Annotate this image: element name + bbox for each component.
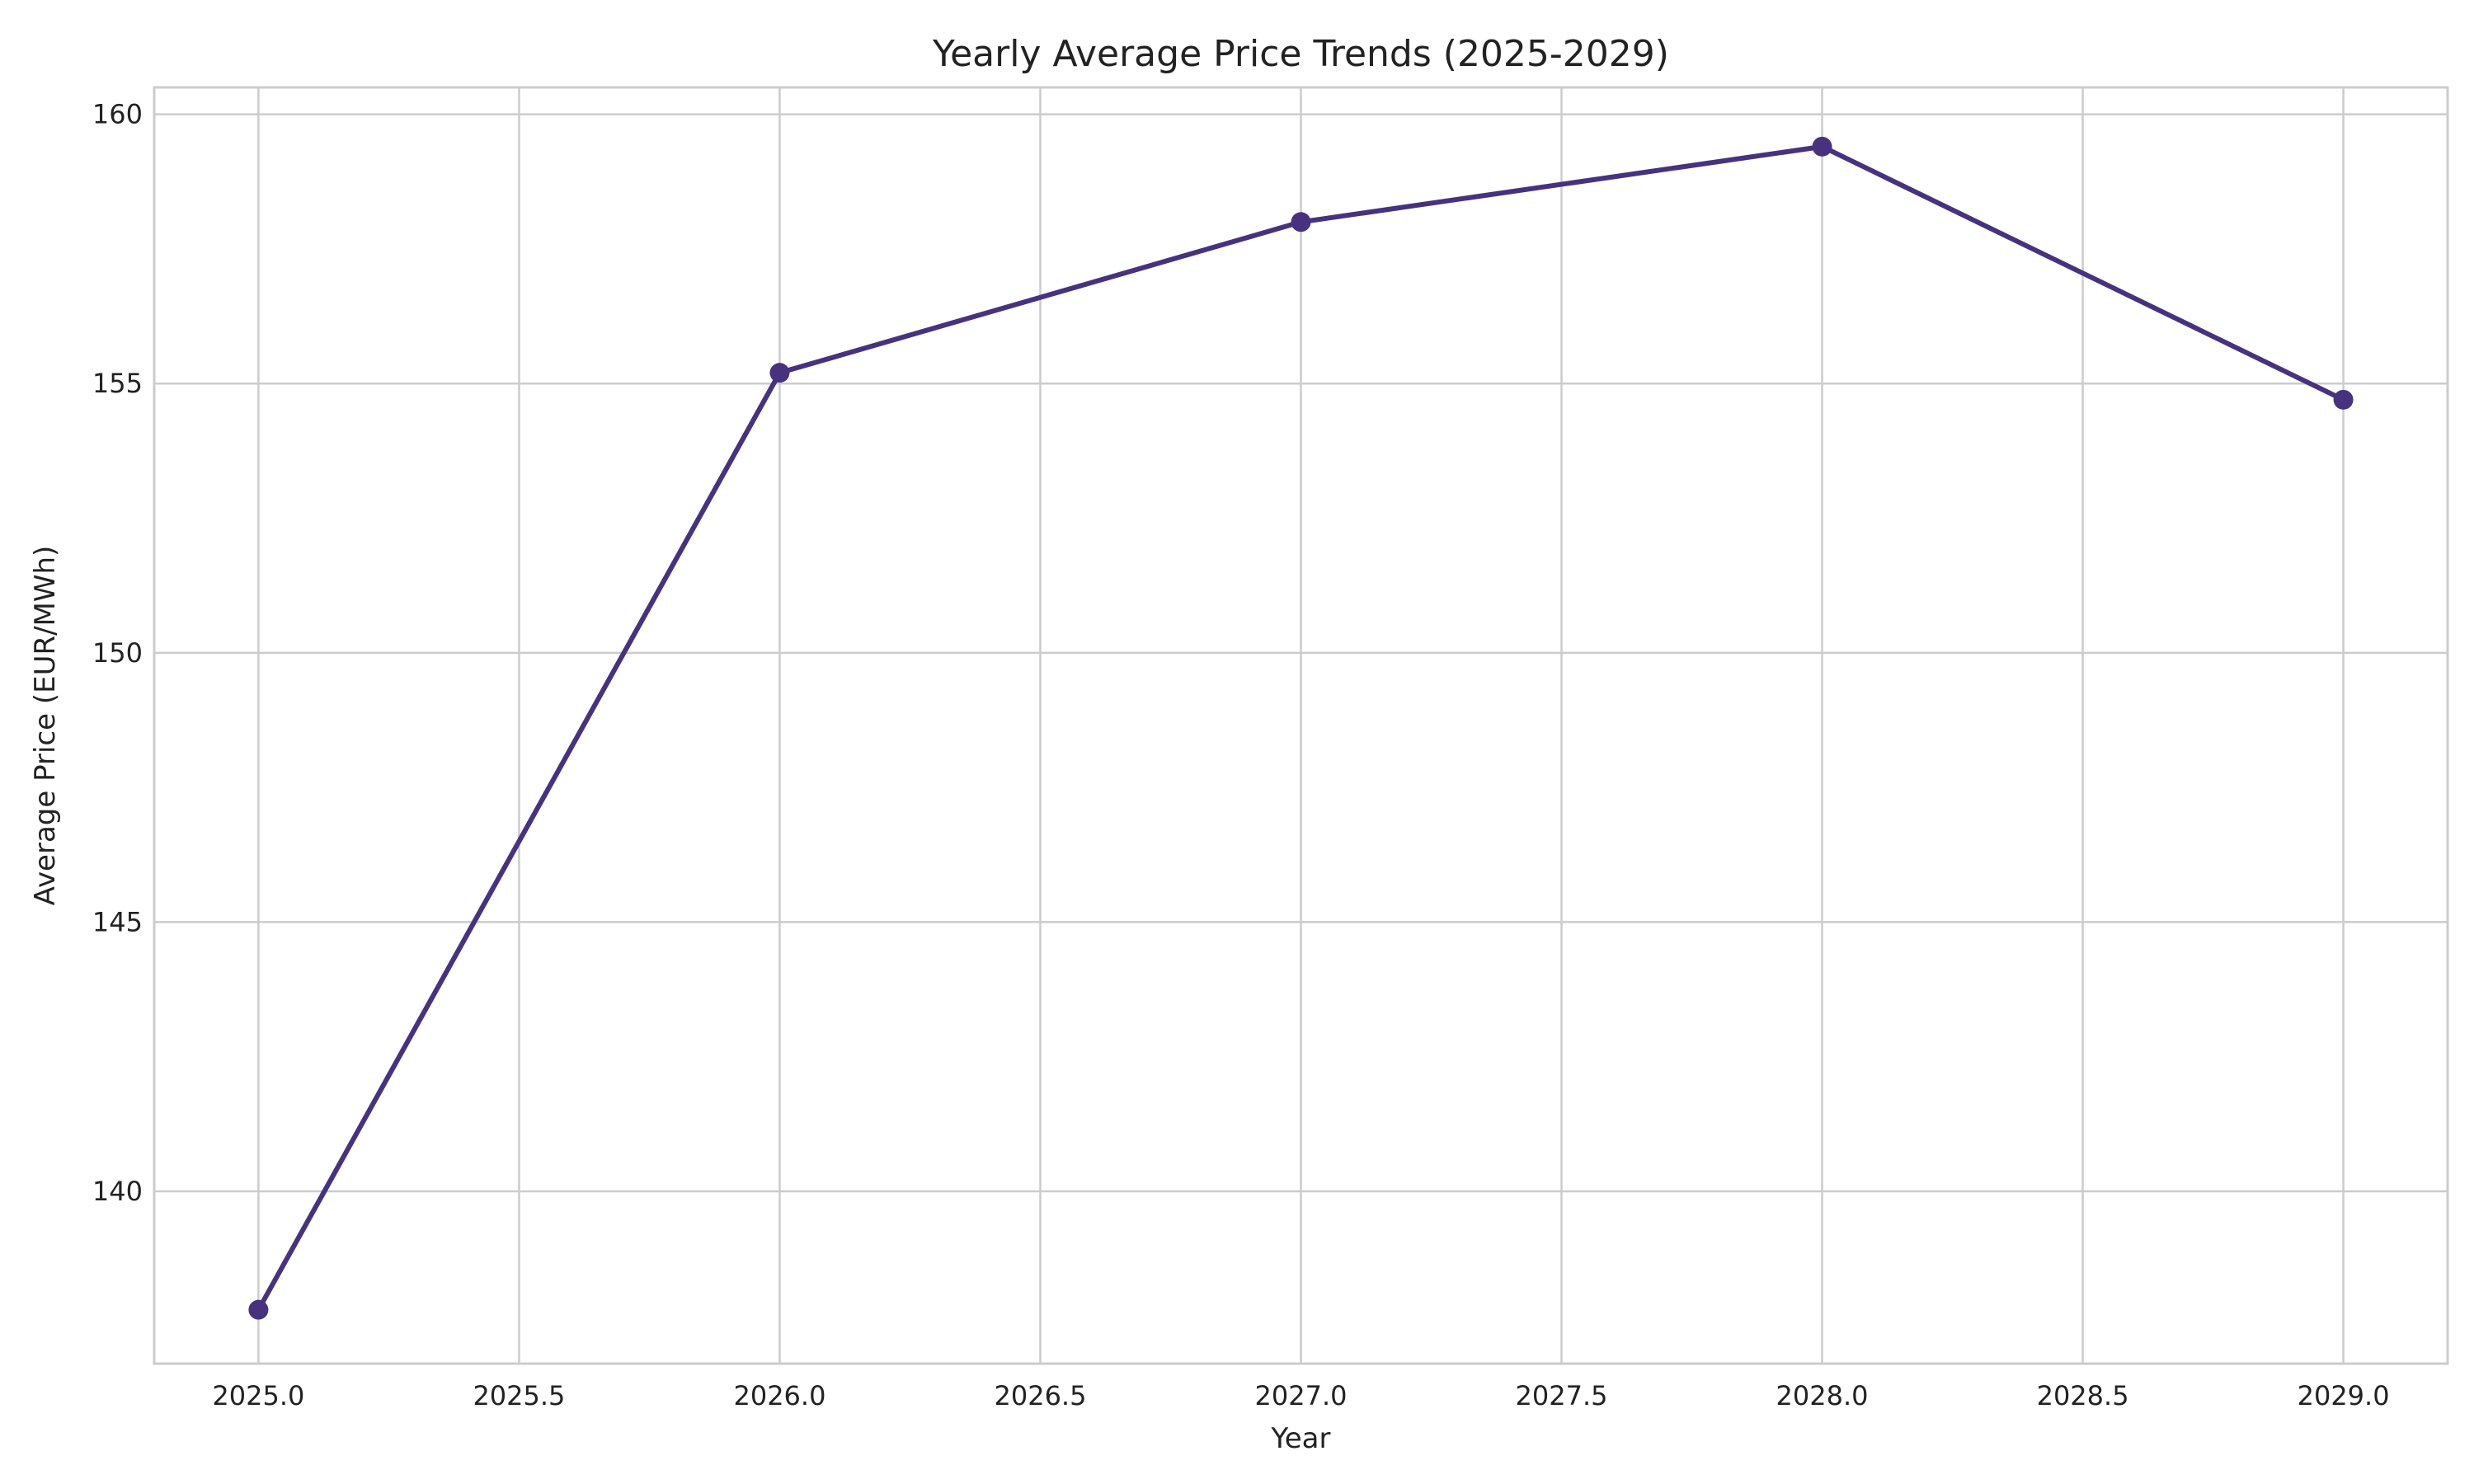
x-axis-label: Year bbox=[1271, 1422, 1331, 1455]
y-tick-label: 140 bbox=[92, 1176, 143, 1207]
x-tick-label: 2027.0 bbox=[1255, 1380, 1348, 1411]
data-point bbox=[1812, 136, 1832, 157]
data-point bbox=[2333, 389, 2354, 410]
plot-frame bbox=[153, 86, 2449, 1365]
x-tick-label: 2026.0 bbox=[733, 1380, 825, 1411]
x-tick-label: 2025.5 bbox=[473, 1380, 565, 1411]
chart-title: Yearly Average Price Trends (2025-2029) bbox=[932, 33, 1669, 75]
x-tick-label: 2028.0 bbox=[1776, 1380, 1869, 1411]
x-tick-label: 2026.5 bbox=[994, 1380, 1086, 1411]
x-tick-label: 2029.0 bbox=[2298, 1380, 2390, 1411]
tick-labels: 2025.0 2025.5 2026.0 2026.5 2027.0 2027.5 2028… bbox=[92, 99, 2390, 1411]
data-point bbox=[248, 1299, 269, 1320]
y-tick-label: 160 bbox=[92, 99, 143, 130]
data-point bbox=[1291, 212, 1311, 232]
grid bbox=[154, 87, 2448, 1364]
data-point bbox=[769, 363, 790, 383]
y-tick-label: 145 bbox=[92, 906, 143, 937]
y-tick-label: 155 bbox=[92, 368, 143, 399]
x-tick-label: 2028.5 bbox=[2037, 1380, 2129, 1411]
x-tick-label: 2025.0 bbox=[212, 1380, 304, 1411]
x-tick-label: 2027.5 bbox=[1516, 1380, 1608, 1411]
y-tick-label: 150 bbox=[92, 637, 143, 669]
series bbox=[248, 136, 2354, 1320]
y-axis-label: Average Price (EUR/MWh) bbox=[29, 546, 62, 906]
